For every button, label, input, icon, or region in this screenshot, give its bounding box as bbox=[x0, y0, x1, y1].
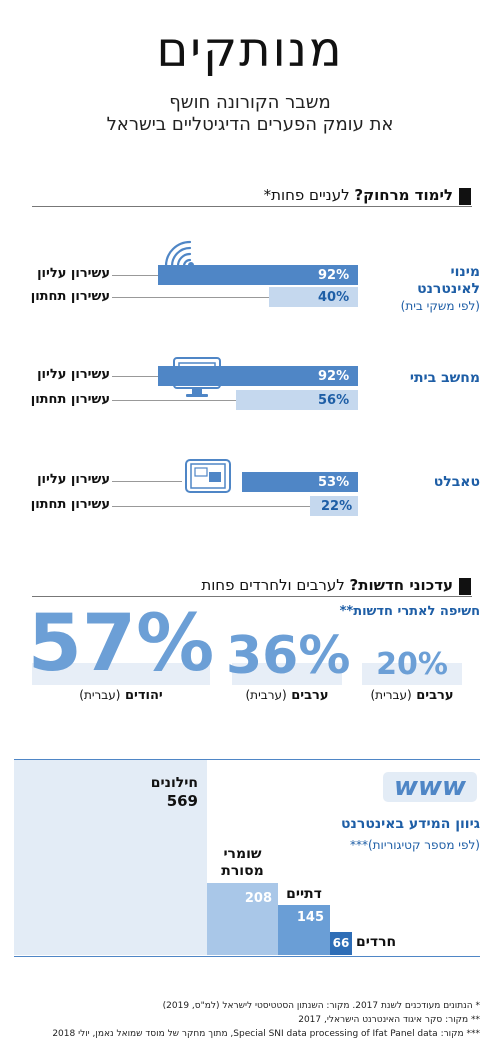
leader-line bbox=[112, 506, 310, 507]
pedestal-arabs-arabic bbox=[232, 663, 342, 685]
bar-computer-top-label: 92% bbox=[318, 369, 350, 384]
bar-internet-top-label: 92% bbox=[318, 268, 350, 283]
leader-line bbox=[112, 297, 269, 298]
bar-tablet-bottom-label: 22% bbox=[321, 499, 353, 514]
label-traditional: שומרי מסורת bbox=[221, 846, 264, 879]
section1-rule bbox=[32, 206, 472, 207]
bar-internet-top bbox=[158, 265, 358, 285]
stat-arabs-hebrew-caption: ערבים (עברית) bbox=[370, 688, 454, 703]
tablet-icon bbox=[185, 459, 231, 493]
pedestal-arabs-hebrew bbox=[362, 663, 462, 685]
section2-rule bbox=[32, 596, 472, 597]
section3-subheading: (לפי מספר קטיגוריות)*** bbox=[349, 838, 480, 852]
footnote-2: ** מקור: סקר איגוד האינטרנט הישראלי, 201… bbox=[298, 1015, 480, 1025]
leader-line bbox=[112, 275, 158, 276]
stat-arabs-arabic-value: 36% bbox=[226, 626, 351, 686]
value-haredi: 66 bbox=[332, 936, 350, 950]
section3-frame bbox=[14, 759, 480, 957]
bar-tablet-bottom bbox=[310, 496, 358, 516]
label-religious: דתיים bbox=[286, 886, 322, 902]
value-traditional: 208 bbox=[244, 891, 272, 906]
subtitle: משבר הקורונה חושף את עומק הפערים הדיגיטל… bbox=[0, 92, 500, 136]
pedestal-jews bbox=[32, 663, 210, 685]
bar-tablet-top-label: 53% bbox=[318, 475, 350, 490]
bar-tablet-top bbox=[242, 472, 358, 492]
section2-heading: עדכוני חדשות? לערבים ולחרדים פחות bbox=[201, 576, 453, 594]
label-haredi: חרדים bbox=[356, 934, 397, 950]
bar-computer-bottom-label: 56% bbox=[318, 393, 350, 408]
www-logo-icon: www bbox=[383, 772, 477, 802]
stat-jews-value: 57% bbox=[27, 599, 215, 689]
label-top-decile: עשירון עליון bbox=[37, 266, 110, 281]
label-top-decile: עשירון עליון bbox=[37, 472, 110, 487]
block-secular bbox=[14, 760, 207, 955]
block-religious bbox=[278, 905, 330, 955]
bar-internet-bottom bbox=[269, 287, 358, 307]
label-top-decile: עשירון עליון bbox=[37, 367, 110, 382]
subtitle-line-1: משבר הקורונה חושף bbox=[169, 92, 331, 113]
subtitle-line-2: את עומק הפערים הדיגיטליים בישראל bbox=[106, 114, 394, 135]
stat-arabs-hebrew-value: 20% bbox=[376, 647, 448, 682]
svg-text:www: www bbox=[394, 772, 467, 802]
footnote-3: *** מקור: Special SNI data processing of… bbox=[52, 1029, 480, 1039]
section1-heading: לימוד מרחוק? לעניים פחות* bbox=[263, 186, 453, 204]
bar-computer-bottom bbox=[236, 390, 358, 410]
block-haredi bbox=[330, 932, 352, 955]
page-title: מנותקים bbox=[156, 22, 344, 78]
stat-arabs-arabic-caption: ערבים (ערבית) bbox=[245, 688, 329, 703]
label-bottom-decile: עשירון תחתון bbox=[30, 392, 110, 407]
category-computer: מחשב ביתי bbox=[409, 370, 480, 386]
category-tablet: טאבלט bbox=[433, 474, 480, 490]
value-religious: 145 bbox=[296, 910, 324, 925]
section-marker bbox=[459, 188, 471, 205]
stat-jews-caption: יהודים (עברית) bbox=[79, 688, 163, 703]
bar-internet-bottom-label: 40% bbox=[318, 290, 350, 305]
footnote-1: * הנתונים מעודכנים לשנת 2017. מקור: השנת… bbox=[162, 1001, 480, 1011]
label-bottom-decile: עשירון תחתון bbox=[30, 497, 110, 512]
section-marker bbox=[459, 578, 471, 595]
bar-computer-top bbox=[158, 366, 358, 386]
category-internet: מינוי לאינטרנט (לפי משקי בית) bbox=[400, 264, 480, 313]
label-secular: חילונים 569 bbox=[150, 775, 198, 810]
section2-subheading: חשיפה לאתרי חדשות** bbox=[339, 604, 480, 619]
section3-heading: גיוון המידע באינטרנט bbox=[341, 816, 480, 832]
label-bottom-decile: עשירון תחתון bbox=[30, 289, 110, 304]
block-traditional bbox=[207, 883, 278, 955]
leader-line bbox=[112, 400, 236, 401]
leader-line bbox=[112, 481, 182, 482]
leader-line bbox=[112, 376, 158, 377]
